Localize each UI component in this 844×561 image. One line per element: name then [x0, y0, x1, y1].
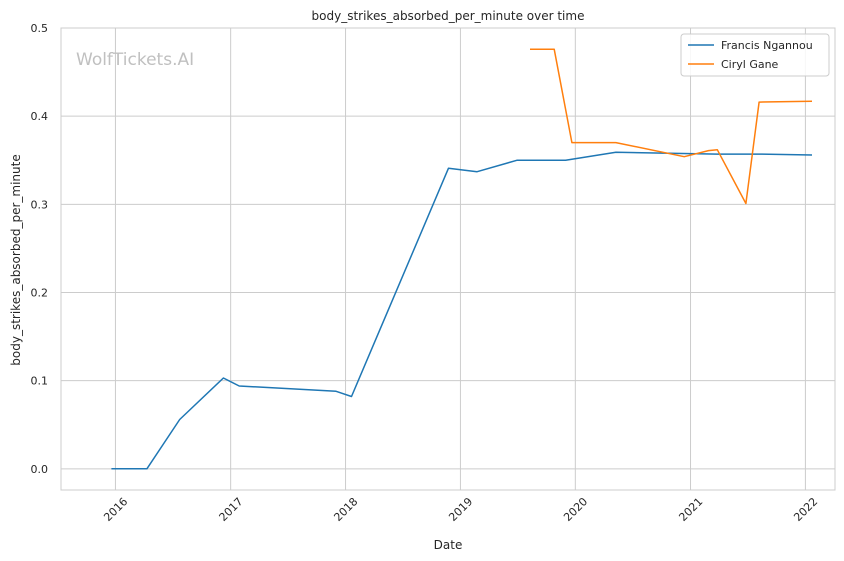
watermark: WolfTickets.AI — [76, 50, 194, 70]
y-tick-label-0.3: 0.3 — [31, 198, 49, 211]
y-axis-label: body_strikes_absorbed_per_minute — [9, 154, 23, 365]
legend-box — [680, 33, 830, 77]
series-line-ciryl-gane — [530, 48, 813, 205]
y-tick-label-0.0: 0.0 — [31, 463, 49, 476]
x-axis-label: Date — [434, 538, 463, 552]
series-line-francis-ngannou — [111, 151, 813, 470]
y-tick-label-0.2: 0.2 — [31, 287, 49, 300]
legend: Francis Ngannou Ciryl Gane — [680, 33, 830, 77]
chart-title: body_strikes_absorbed_per_minute over ti… — [312, 9, 585, 23]
series-lines — [111, 48, 813, 470]
y-tick-label-0.5: 0.5 — [31, 22, 49, 35]
y-tick-label-0.1: 0.1 — [31, 375, 49, 388]
y-tick-label-0.4: 0.4 — [31, 110, 49, 123]
plot-frame — [60, 27, 836, 491]
legend-label-francis-ngannou: Francis Ngannou — [721, 39, 813, 52]
legend-label-ciryl-gane: Ciryl Gane — [721, 58, 779, 71]
